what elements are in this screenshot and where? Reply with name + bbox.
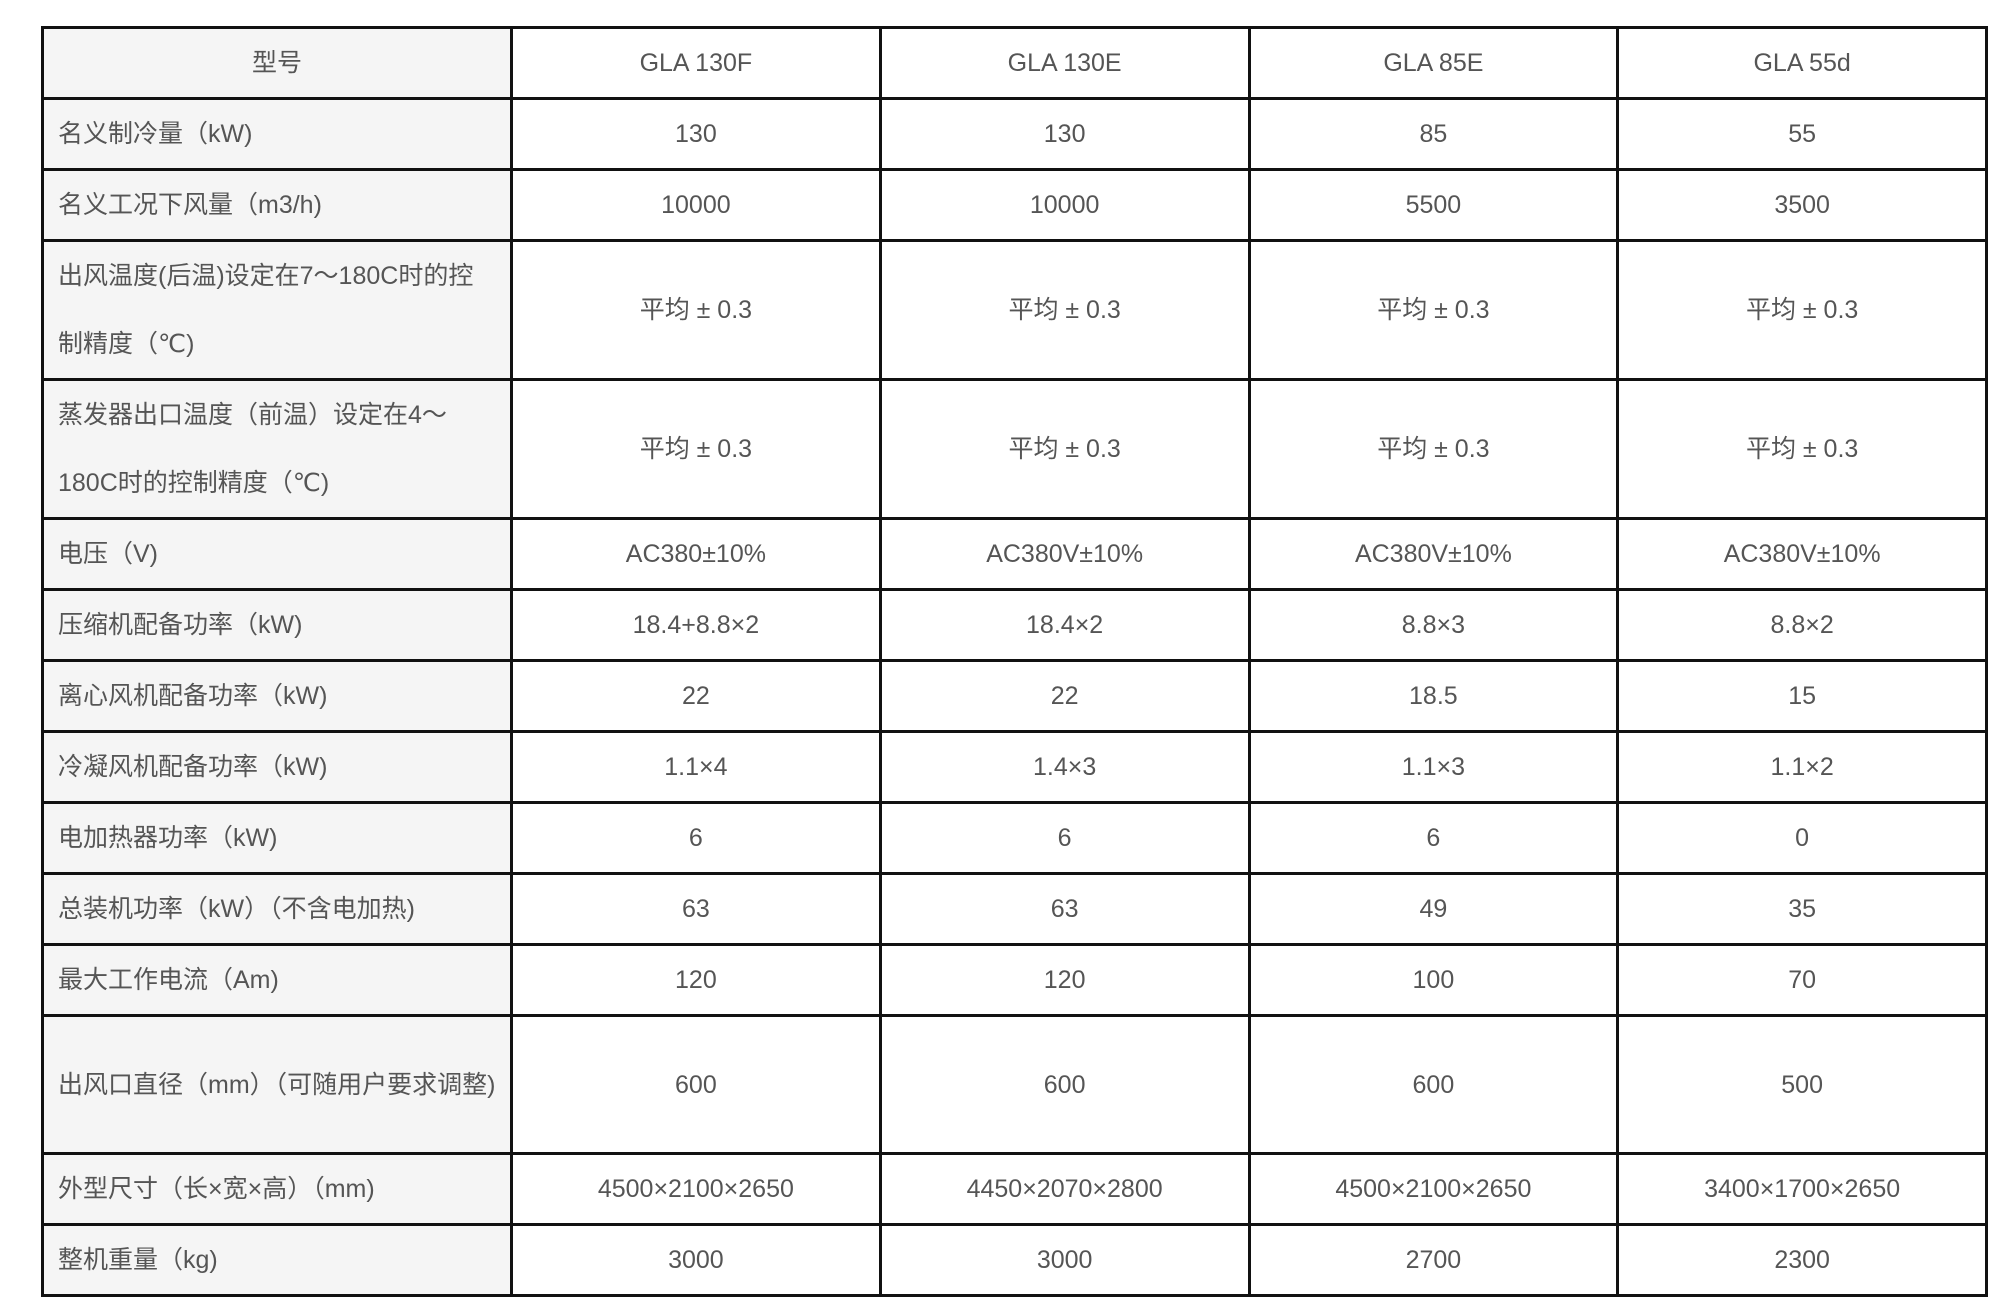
value-cell: 1.1×4 — [510, 730, 882, 804]
value-cell: 35 — [1616, 872, 1988, 946]
value-cell: 3400×1700×2650 — [1616, 1152, 1988, 1226]
table-row: 名义工况下风量（m3/h) 10000 10000 5500 3500 — [41, 168, 1988, 242]
value-cell: AC380V±10% — [1616, 517, 1988, 591]
value-cell: 49 — [1247, 872, 1620, 946]
row-label: 总装机功率（kW）（不含电加热) — [41, 872, 513, 946]
value-cell: 1.1×3 — [1247, 730, 1620, 804]
value-cell: 100 — [1247, 943, 1620, 1017]
value-cell: 22 — [878, 659, 1251, 733]
value-cell: AC380±10% — [510, 517, 882, 591]
value-cell: 6 — [510, 801, 882, 875]
row-label: 压缩机配备功率（kW) — [41, 588, 513, 662]
value-cell: 10000 — [878, 168, 1251, 242]
header-row: 型号 GLA 130F GLA 130E GLA 85E GLA 55d — [41, 26, 1988, 100]
header-cell: GLA 130E — [878, 26, 1251, 100]
value-cell: 500 — [1616, 1014, 1988, 1155]
value-cell: AC380V±10% — [1247, 517, 1620, 591]
table-row: 蒸发器出口温度（前温）设定在4～180C时的控制精度（℃) 平均 ± 0.3 平均 … — [41, 378, 1988, 520]
table-row: 最大工作电流（Am) 120 120 100 70 — [41, 943, 1988, 1017]
table-row: 冷凝风机配备功率（kW) 1.1×4 1.4×3 1.1×3 1.1×2 — [41, 730, 1988, 804]
value-cell: 6 — [878, 801, 1251, 875]
value-cell: 平均 ± 0.3 — [510, 239, 882, 381]
value-cell: 15 — [1616, 659, 1988, 733]
table-row: 外型尺寸（长×宽×高）（mm) 4500×2100×2650 4450×2070×2… — [41, 1152, 1988, 1226]
row-label: 整机重量（kg) — [41, 1223, 513, 1297]
header-cell: GLA 85E — [1247, 26, 1620, 100]
value-cell: 平均 ± 0.3 — [878, 239, 1251, 381]
value-cell: 63 — [878, 872, 1251, 946]
value-cell: 2300 — [1616, 1223, 1988, 1297]
value-cell: 70 — [1616, 943, 1988, 1017]
row-label: 离心风机配备功率（kW) — [41, 659, 513, 733]
table-row: 出风口直径（mm）（可随用户要求调整) 600 600 600 500 — [41, 1014, 1988, 1155]
value-cell: 600 — [1247, 1014, 1620, 1155]
value-cell: 22 — [510, 659, 882, 733]
value-cell: 平均 ± 0.3 — [878, 378, 1251, 520]
value-cell: 平均 ± 0.3 — [1616, 378, 1988, 520]
row-label: 蒸发器出口温度（前温）设定在4～180C时的控制精度（℃) — [41, 378, 513, 520]
value-cell: 平均 ± 0.3 — [1247, 378, 1620, 520]
value-cell: 18.5 — [1247, 659, 1620, 733]
row-label: 出风口直径（mm）（可随用户要求调整) — [41, 1014, 513, 1155]
row-label: 冷凝风机配备功率（kW) — [41, 730, 513, 804]
value-cell: 1.1×2 — [1616, 730, 1988, 804]
value-cell: 5500 — [1247, 168, 1620, 242]
value-cell: 2700 — [1247, 1223, 1620, 1297]
header-cell: GLA 55d — [1616, 26, 1988, 100]
value-cell: 平均 ± 0.3 — [1616, 239, 1988, 381]
value-cell: 3000 — [510, 1223, 882, 1297]
value-cell: 3000 — [878, 1223, 1251, 1297]
row-label: 名义制冷量（kW) — [41, 97, 513, 171]
value-cell: 4450×2070×2800 — [878, 1152, 1251, 1226]
table-row: 电压（V) AC380±10% AC380V±10% AC380V±10% AC380V… — [41, 517, 1988, 591]
value-cell: 8.8×3 — [1247, 588, 1620, 662]
value-cell: 55 — [1616, 97, 1988, 171]
table-row: 整机重量（kg) 3000 3000 2700 2300 — [41, 1223, 1988, 1297]
table-row: 压缩机配备功率（kW) 18.4+8.8×2 18.4×2 8.8×3 8.8×2 — [41, 588, 1988, 662]
value-cell: 10000 — [510, 168, 882, 242]
value-cell: 1.4×3 — [878, 730, 1251, 804]
header-cell-model: 型号 — [41, 26, 513, 100]
spec-table: 型号 GLA 130F GLA 130E GLA 85E GLA 55d 名义制… — [41, 26, 1988, 1297]
value-cell: 4500×2100×2650 — [1247, 1152, 1620, 1226]
table-row: 名义制冷量（kW) 130 130 85 55 — [41, 97, 1988, 171]
value-cell: 600 — [510, 1014, 882, 1155]
table-row: 出风温度(后温)设定在7～180C时的控制精度（℃) 平均 ± 0.3 平均 ± 0… — [41, 239, 1988, 381]
row-label: 出风温度(后温)设定在7～180C时的控制精度（℃) — [41, 239, 513, 381]
value-cell: 85 — [1247, 97, 1620, 171]
value-cell: 130 — [510, 97, 882, 171]
value-cell: 8.8×2 — [1616, 588, 1988, 662]
value-cell: 120 — [510, 943, 882, 1017]
value-cell: 平均 ± 0.3 — [1247, 239, 1620, 381]
row-label: 最大工作电流（Am) — [41, 943, 513, 1017]
row-label: 电加热器功率（kW) — [41, 801, 513, 875]
value-cell: 3500 — [1616, 168, 1988, 242]
value-cell: 130 — [878, 97, 1251, 171]
value-cell: 63 — [510, 872, 882, 946]
table-row: 离心风机配备功率（kW) 22 22 18.5 15 — [41, 659, 1988, 733]
row-label: 名义工况下风量（m3/h) — [41, 168, 513, 242]
value-cell: 600 — [878, 1014, 1251, 1155]
value-cell: 6 — [1247, 801, 1620, 875]
value-cell: 18.4×2 — [878, 588, 1251, 662]
value-cell: 18.4+8.8×2 — [510, 588, 882, 662]
table-row: 电加热器功率（kW) 6 6 6 0 — [41, 801, 1988, 875]
value-cell: 0 — [1616, 801, 1988, 875]
value-cell: 平均 ± 0.3 — [510, 378, 882, 520]
value-cell: 4500×2100×2650 — [510, 1152, 882, 1226]
row-label: 电压（V) — [41, 517, 513, 591]
value-cell: 120 — [878, 943, 1251, 1017]
row-label: 外型尺寸（长×宽×高）（mm) — [41, 1152, 513, 1226]
value-cell: AC380V±10% — [878, 517, 1251, 591]
table-row: 总装机功率（kW）（不含电加热) 63 63 49 35 — [41, 872, 1988, 946]
header-cell: GLA 130F — [510, 26, 882, 100]
